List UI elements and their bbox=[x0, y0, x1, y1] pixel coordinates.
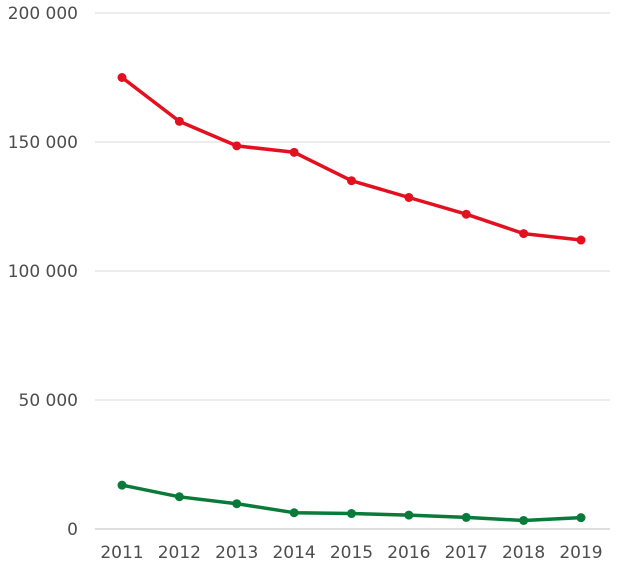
x-tick-label: 2013 bbox=[215, 543, 258, 563]
data-point bbox=[404, 192, 414, 202]
y-tick-label: 0 bbox=[67, 520, 78, 540]
data-point bbox=[347, 176, 356, 186]
data-point bbox=[232, 499, 242, 509]
x-tick-label: 2012 bbox=[158, 543, 201, 563]
data-point bbox=[117, 480, 127, 490]
data-point bbox=[576, 513, 586, 523]
data-point bbox=[232, 141, 242, 151]
y-tick-label: 50 000 bbox=[19, 391, 78, 411]
x-tick-label: 2015 bbox=[330, 543, 373, 563]
data-point bbox=[289, 508, 299, 518]
data-point bbox=[519, 229, 529, 239]
grid-layer bbox=[95, 12, 610, 530]
x-tick-label: 2016 bbox=[387, 543, 430, 563]
data-point bbox=[289, 147, 299, 157]
x-tick-label: 2017 bbox=[445, 543, 488, 563]
x-tick-label: 2018 bbox=[502, 543, 545, 563]
data-point bbox=[519, 515, 529, 525]
data-point bbox=[576, 235, 586, 245]
data-point bbox=[174, 116, 184, 126]
x-tick-label: 2011 bbox=[100, 543, 143, 563]
series-2 bbox=[117, 480, 586, 525]
x-tick-label: 2019 bbox=[559, 543, 602, 563]
data-point bbox=[117, 73, 127, 82]
x-tick-label: 2014 bbox=[272, 543, 315, 563]
data-point bbox=[174, 492, 184, 502]
y-tick-label: 200 000 bbox=[8, 4, 78, 24]
x-axis-tick-labels: 2011 2012 2013 2014 2015 2016 2017 2018 2019 bbox=[100, 543, 602, 563]
series-1 bbox=[117, 73, 586, 245]
data-point bbox=[461, 512, 471, 522]
series-layer bbox=[117, 73, 586, 525]
data-point bbox=[404, 510, 414, 520]
series-line bbox=[120, 75, 583, 242]
y-axis-tick-labels: 0 50 000 100 000 150 000 200 000 bbox=[8, 4, 78, 540]
y-tick-label: 150 000 bbox=[8, 133, 78, 153]
data-point bbox=[347, 509, 356, 519]
data-point bbox=[461, 209, 471, 219]
y-tick-label: 100 000 bbox=[8, 262, 78, 282]
